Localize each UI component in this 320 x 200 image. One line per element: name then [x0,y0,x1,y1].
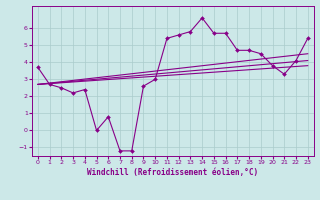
X-axis label: Windchill (Refroidissement éolien,°C): Windchill (Refroidissement éolien,°C) [87,168,258,177]
